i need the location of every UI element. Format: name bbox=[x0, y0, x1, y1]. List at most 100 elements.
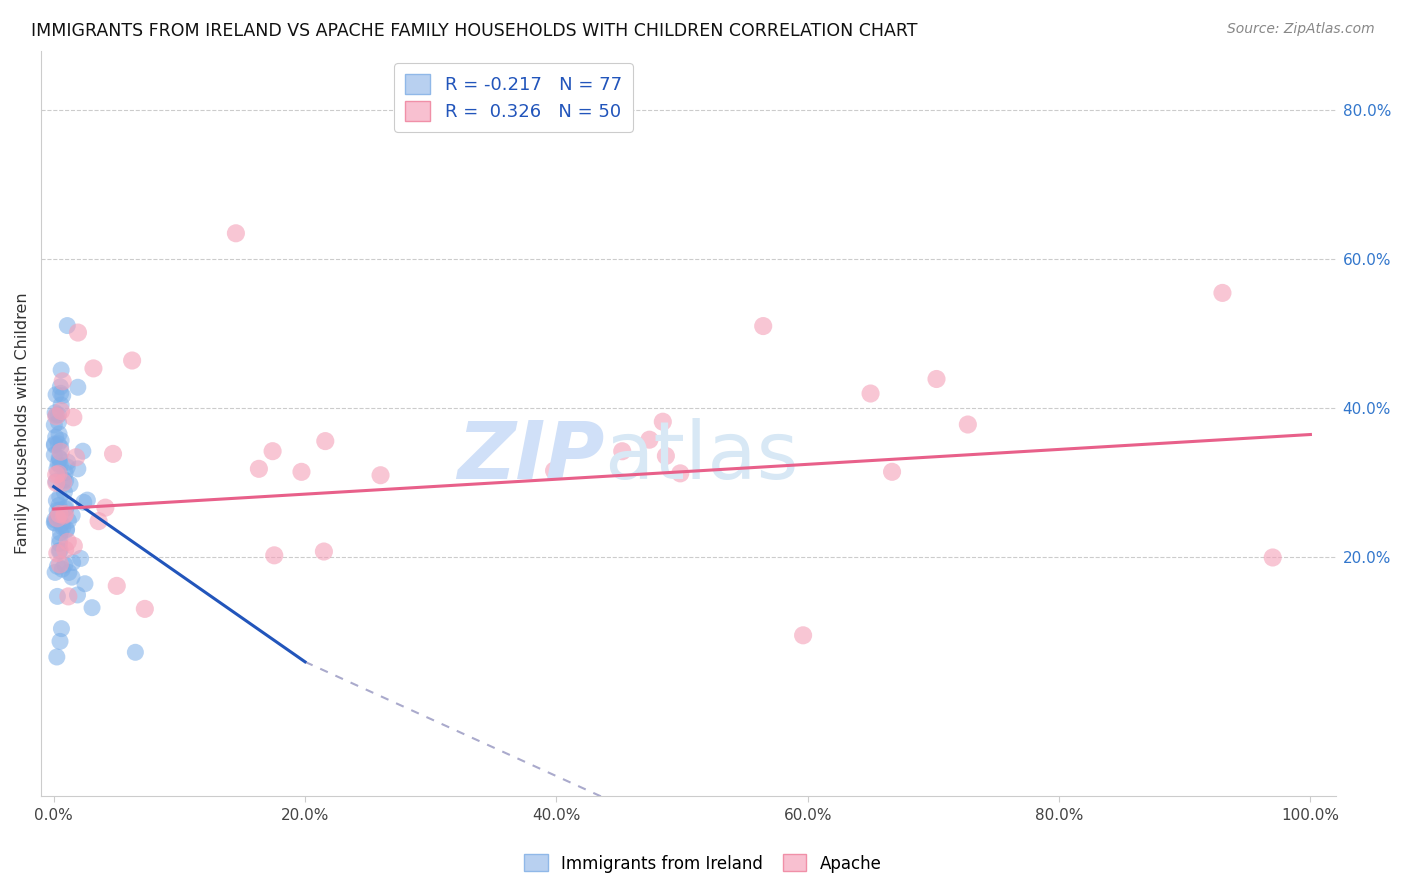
Point bbox=[45, 475, 67, 490]
Point bbox=[124, 645, 146, 659]
Point bbox=[49, 458, 72, 473]
Point bbox=[49, 444, 72, 458]
Point bbox=[53, 507, 76, 521]
Point bbox=[56, 318, 79, 333]
Text: Source: ZipAtlas.com: Source: ZipAtlas.com bbox=[1227, 22, 1375, 37]
Point bbox=[66, 326, 89, 340]
Point bbox=[55, 500, 77, 515]
Point bbox=[46, 514, 69, 528]
Point bbox=[49, 525, 72, 540]
Point bbox=[53, 501, 76, 516]
Point bbox=[46, 559, 69, 574]
Point bbox=[263, 549, 285, 563]
Point bbox=[52, 374, 75, 388]
Point bbox=[49, 503, 72, 517]
Point bbox=[51, 516, 73, 531]
Point bbox=[48, 507, 70, 521]
Point bbox=[46, 436, 69, 450]
Point bbox=[655, 449, 678, 463]
Point bbox=[370, 468, 392, 483]
Point bbox=[60, 570, 83, 584]
Point bbox=[52, 389, 75, 403]
Point bbox=[134, 602, 156, 616]
Point bbox=[56, 455, 79, 469]
Point bbox=[1261, 550, 1284, 565]
Point bbox=[58, 566, 80, 580]
Point bbox=[859, 386, 882, 401]
Point bbox=[55, 522, 77, 536]
Point bbox=[49, 441, 72, 455]
Point bbox=[105, 579, 128, 593]
Point bbox=[52, 475, 75, 490]
Point bbox=[46, 590, 69, 604]
Point bbox=[44, 417, 66, 432]
Y-axis label: Family Households with Children: Family Households with Children bbox=[15, 293, 30, 554]
Point bbox=[62, 410, 84, 425]
Text: IMMIGRANTS FROM IRELAND VS APACHE FAMILY HOUSEHOLDS WITH CHILDREN CORRELATION CH: IMMIGRANTS FROM IRELAND VS APACHE FAMILY… bbox=[31, 22, 918, 40]
Point bbox=[48, 408, 70, 422]
Point bbox=[49, 558, 72, 572]
Point bbox=[80, 600, 103, 615]
Point bbox=[52, 520, 75, 534]
Point bbox=[312, 544, 335, 558]
Point bbox=[44, 513, 66, 527]
Point bbox=[56, 534, 79, 549]
Point bbox=[53, 542, 76, 557]
Point bbox=[46, 457, 69, 471]
Point bbox=[69, 551, 91, 566]
Point bbox=[44, 437, 66, 451]
Point bbox=[58, 514, 80, 528]
Point bbox=[73, 495, 96, 509]
Point bbox=[44, 438, 66, 452]
Point bbox=[59, 477, 82, 491]
Point bbox=[94, 500, 117, 515]
Point bbox=[612, 444, 634, 458]
Point bbox=[53, 485, 76, 500]
Point bbox=[290, 465, 312, 479]
Text: atlas: atlas bbox=[605, 417, 799, 496]
Point bbox=[66, 380, 89, 394]
Legend: R = -0.217   N = 77, R =  0.326   N = 50: R = -0.217 N = 77, R = 0.326 N = 50 bbox=[394, 63, 633, 132]
Point bbox=[48, 450, 70, 465]
Point bbox=[60, 508, 83, 523]
Point bbox=[87, 514, 110, 528]
Point bbox=[76, 493, 98, 508]
Point bbox=[55, 523, 77, 537]
Point bbox=[45, 467, 67, 482]
Legend: Immigrants from Ireland, Apache: Immigrants from Ireland, Apache bbox=[517, 847, 889, 880]
Point bbox=[45, 493, 67, 508]
Point bbox=[49, 398, 72, 412]
Point bbox=[66, 588, 89, 602]
Point bbox=[44, 516, 66, 530]
Point bbox=[1211, 285, 1233, 300]
Point bbox=[73, 576, 96, 591]
Point bbox=[46, 546, 69, 560]
Point bbox=[65, 450, 87, 465]
Point bbox=[956, 417, 979, 432]
Point bbox=[51, 562, 73, 576]
Point bbox=[314, 434, 336, 449]
Point bbox=[53, 558, 76, 572]
Point bbox=[49, 386, 72, 401]
Point bbox=[48, 415, 70, 429]
Point bbox=[55, 474, 77, 488]
Point bbox=[48, 426, 70, 441]
Point bbox=[45, 430, 67, 444]
Point bbox=[44, 516, 66, 531]
Point bbox=[44, 448, 66, 462]
Point bbox=[45, 387, 67, 401]
Point bbox=[72, 444, 94, 458]
Point bbox=[49, 532, 72, 546]
Point bbox=[49, 380, 72, 394]
Point bbox=[45, 475, 67, 489]
Point bbox=[45, 462, 67, 476]
Point bbox=[45, 650, 67, 665]
Point bbox=[46, 509, 69, 524]
Point bbox=[56, 460, 79, 475]
Point bbox=[62, 556, 84, 570]
Point bbox=[792, 628, 814, 642]
Point bbox=[48, 467, 70, 481]
Point bbox=[48, 451, 70, 466]
Point bbox=[669, 467, 692, 481]
Point bbox=[49, 363, 72, 377]
